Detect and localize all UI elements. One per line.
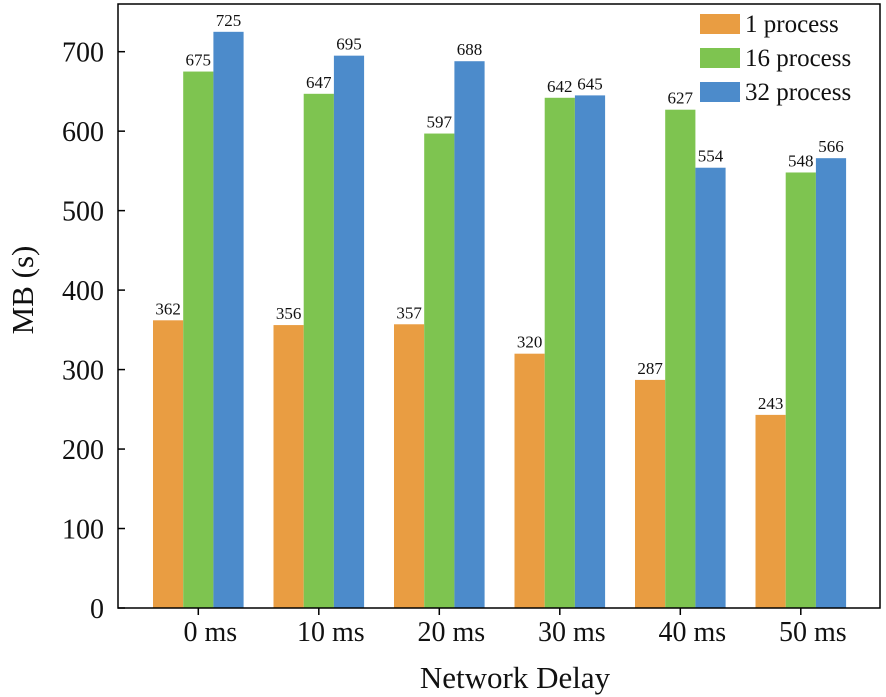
data-label: 243 [758, 394, 784, 413]
bar-16-process-50ms [785, 172, 816, 609]
x-tick-label: 40 ms [658, 617, 726, 648]
plot-frame [117, 3, 881, 609]
bar-16-process-30ms [544, 97, 575, 609]
data-label: 548 [788, 151, 814, 170]
x-tick-label: 20 ms [417, 617, 485, 648]
data-label: 554 [698, 147, 724, 166]
bar-32-process-50ms [815, 158, 847, 608]
bar-1-process-10ms [273, 325, 304, 608]
data-label: 627 [668, 89, 694, 108]
bar-16-process-20ms [424, 133, 455, 608]
x-tick-label: 0 ms [183, 617, 237, 648]
data-label: 647 [306, 73, 332, 92]
bars-layer [153, 31, 847, 609]
y-tick-label: 400 [62, 276, 104, 307]
data-label: 725 [216, 11, 242, 30]
bar-1-process-20ms [394, 324, 425, 608]
bar-1-process-30ms [514, 353, 545, 608]
legend: 1 process 16 process 32 process [700, 11, 851, 106]
y-tick-label: 700 [62, 38, 104, 69]
data-label: 362 [155, 299, 181, 318]
y-axis-title: MB (s) [5, 246, 40, 335]
y-tick-label: 600 [62, 117, 104, 148]
y-tick-label: 500 [62, 197, 104, 228]
bar-32-process-20ms [454, 61, 485, 608]
y-tick-label: 200 [62, 435, 104, 466]
data-label: 566 [818, 137, 844, 156]
legend-label: 1 process [745, 11, 839, 38]
bar-1-process-0ms [153, 320, 184, 608]
y-tick-label: 100 [62, 515, 104, 546]
legend-label: 32 process [745, 79, 851, 106]
bar-32-process-0ms [213, 31, 244, 608]
data-label: 357 [396, 303, 422, 322]
y-tick-label: 300 [62, 356, 104, 387]
bar-16-process-40ms [665, 109, 696, 608]
data-label: 597 [427, 113, 453, 132]
legend-swatch [700, 48, 740, 68]
data-label: 642 [547, 77, 573, 96]
bar-1-process-50ms [755, 414, 786, 608]
data-label: 695 [336, 35, 362, 54]
y-tick-label: 0 [90, 594, 104, 625]
bar-32-process-30ms [574, 95, 606, 609]
legend-label: 16 process [745, 45, 851, 72]
x-tick-label: 50 ms [779, 617, 847, 648]
data-label: 645 [577, 74, 603, 93]
x-tick-label: 30 ms [538, 617, 606, 648]
data-label: 688 [457, 40, 483, 59]
data-label: 320 [517, 333, 543, 352]
legend-swatch [700, 82, 740, 102]
x-tick-label: 10 ms [297, 617, 365, 648]
bar-32-process-10ms [333, 55, 365, 608]
bar-1-process-40ms [635, 379, 666, 608]
data-label: 356 [276, 304, 302, 323]
bar-16-process-10ms [303, 93, 334, 609]
data-label: 675 [186, 51, 212, 70]
x-axis-title: Network Delay [420, 660, 611, 695]
bar-32-process-40ms [695, 167, 726, 608]
legend-swatch [700, 14, 740, 34]
bar-16-process-0ms [183, 71, 214, 609]
data-label: 287 [637, 359, 663, 378]
axes-layer: 0 ms 10 ms 20 ms 30 ms 40 ms 50 ms 0 100 200 300 4… [62, 3, 881, 648]
